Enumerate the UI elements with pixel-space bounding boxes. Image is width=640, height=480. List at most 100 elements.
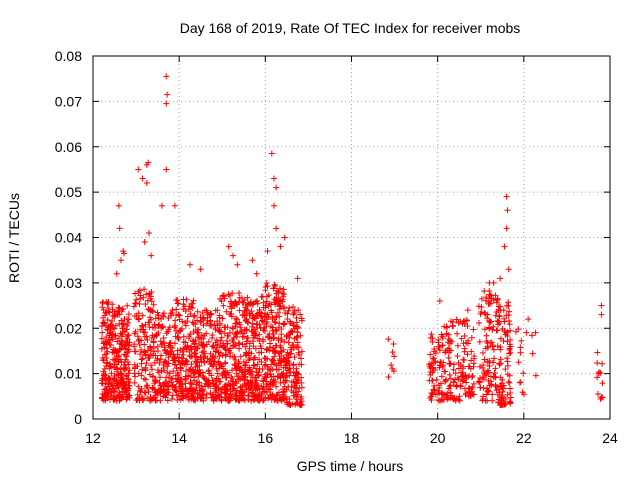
data-point [492,383,499,390]
data-point [140,294,147,301]
data-point [298,393,305,400]
data-point [174,369,181,376]
data-point [145,306,152,313]
data-point [150,339,157,346]
data-point [220,365,227,372]
data-point [293,314,300,321]
data-point [144,297,151,304]
data-point [200,335,207,342]
data-point [162,358,169,365]
data-point [188,368,195,375]
data-point [260,397,267,404]
data-point [149,373,156,380]
data-point [490,359,497,366]
data-point [168,375,175,382]
data-point [105,374,112,381]
data-point [455,320,462,327]
data-point [138,322,145,329]
data-point [170,351,177,358]
data-point [267,386,274,393]
data-point [162,394,169,401]
data-point [225,397,232,404]
data-point [507,394,514,401]
data-point [131,370,138,377]
data-point [160,335,167,342]
data-point [113,310,120,317]
data-point [507,337,514,344]
data-point [141,286,148,293]
data-point [458,335,465,342]
data-point [264,283,271,290]
data-point [290,311,297,318]
data-point [284,316,291,323]
data-point [449,318,456,325]
data-point [506,379,513,386]
data-point [237,329,244,336]
data-point [390,341,397,348]
data-point [479,374,486,381]
data-point [113,270,120,277]
data-point [107,387,114,394]
data-point [100,340,107,347]
data-point [446,360,453,367]
data-point [445,395,452,402]
data-point [268,150,275,157]
data-point [464,307,471,314]
data-point [211,355,218,362]
data-point [523,329,530,336]
data-point [484,315,491,322]
data-point [175,300,182,307]
data-point [269,324,276,331]
data-point [290,362,297,369]
data-point [266,340,273,347]
data-point [447,382,454,389]
data-point [291,325,298,332]
data-point [290,341,297,348]
data-point [258,358,265,365]
data-point [497,382,504,389]
data-point [598,394,605,401]
data-point [198,358,205,365]
data-point [290,378,297,385]
data-point [132,328,139,335]
data-point [124,394,131,401]
data-point [225,243,232,250]
data-point [124,331,131,338]
data-point [173,306,180,313]
data-point [222,352,229,359]
data-point [599,360,606,367]
data-point [145,355,152,362]
data-point [105,304,112,311]
data-point [261,327,268,334]
data-point [445,385,452,392]
data-point [198,317,205,324]
data-point [247,298,254,305]
data-point [288,328,295,335]
data-point [287,320,294,327]
data-point [188,361,195,368]
data-point [295,349,302,356]
data-point [156,379,163,386]
data-point [597,370,604,377]
data-point [194,359,201,366]
data-point [470,326,477,333]
y-tick-label: 0.07 [55,93,82,109]
data-point [160,381,167,388]
data-point [189,300,196,307]
data-point [143,180,150,187]
data-point [457,382,464,389]
data-point [236,340,243,347]
data-point [241,311,248,318]
data-point [254,297,261,304]
data-point [298,315,305,322]
data-point [122,388,129,395]
data-point [159,324,166,331]
data-point [140,326,147,333]
data-point [476,319,483,326]
data-point [485,377,492,384]
data-point [152,324,159,331]
data-point [222,324,229,331]
data-point [103,362,110,369]
data-point [488,381,495,388]
data-point [294,333,301,340]
